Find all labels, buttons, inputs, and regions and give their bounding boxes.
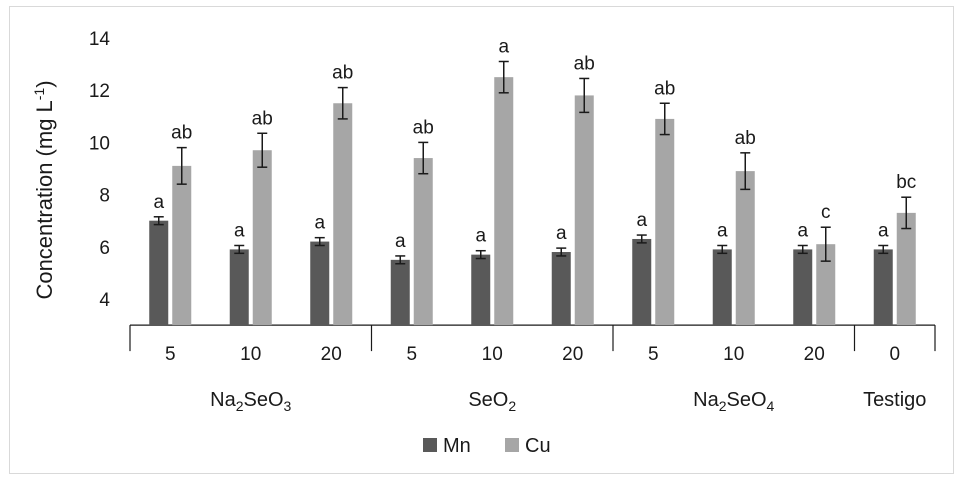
bar-mn	[149, 221, 168, 325]
significance-letter: a	[556, 223, 567, 244]
group-label: SeO2	[468, 389, 516, 414]
bar-cu	[736, 171, 755, 325]
category-label: 20	[321, 344, 342, 365]
significance-letter: a	[797, 220, 808, 241]
y-tick-label: 12	[89, 81, 110, 102]
bar-cu	[253, 150, 272, 325]
y-axis-title: Concentration (mg L-1)	[31, 80, 57, 299]
bar-cu	[575, 95, 594, 325]
category-label: 0	[889, 344, 900, 365]
bar-cu	[333, 103, 352, 325]
legend-label-mn: Mn	[443, 435, 471, 457]
bar-cu	[897, 213, 916, 325]
bar-cu	[655, 119, 674, 325]
group-label: Testigo	[863, 389, 926, 411]
y-tick-label: 14	[89, 29, 111, 50]
significance-letter: a	[717, 220, 728, 241]
bar-mn	[874, 249, 893, 325]
y-tick-label: 8	[99, 186, 110, 207]
group-label: Na2SeO3	[210, 389, 291, 414]
significance-letter: a	[878, 220, 889, 241]
group-label: Na2SeO4	[693, 389, 774, 414]
bar-mn	[310, 242, 329, 326]
significance-letter: ab	[654, 78, 675, 99]
bar-cu	[414, 158, 433, 325]
bar-mn	[391, 260, 410, 325]
significance-letter: bc	[896, 172, 916, 193]
bar-mn	[793, 249, 812, 325]
category-label: 5	[406, 344, 417, 365]
bar-mn	[471, 255, 490, 325]
bar-mn	[713, 249, 732, 325]
y-tick-label: 6	[99, 238, 110, 259]
bar-cu	[494, 77, 513, 325]
category-label: 5	[165, 344, 176, 365]
legend-swatch-mn	[423, 438, 437, 452]
category-label: 20	[562, 344, 583, 365]
legend-label-cu: Cu	[525, 435, 551, 457]
bar-mn	[632, 239, 651, 325]
category-label: 10	[723, 344, 744, 365]
category-label: 5	[648, 344, 659, 365]
category-label: 10	[240, 344, 261, 365]
significance-letter: a	[498, 36, 509, 57]
significance-letter: c	[821, 202, 831, 223]
significance-letter: ab	[574, 53, 595, 74]
significance-letter: ab	[171, 123, 192, 144]
significance-letter: a	[636, 210, 647, 231]
bar-mn	[552, 252, 571, 325]
significance-letter: a	[314, 213, 325, 234]
category-label: 10	[482, 344, 503, 365]
category-label: 20	[804, 344, 825, 365]
significance-letter: a	[153, 192, 164, 213]
significance-letter: ab	[252, 108, 273, 129]
significance-letter: a	[475, 226, 486, 247]
significance-letter: ab	[413, 117, 434, 138]
significance-letter: ab	[332, 63, 353, 84]
bar-mn	[230, 249, 249, 325]
bar-cu	[172, 166, 191, 325]
y-tick-label: 10	[89, 133, 110, 154]
significance-letter: a	[395, 231, 406, 252]
y-tick-label: 4	[99, 290, 110, 311]
significance-letter: a	[234, 220, 245, 241]
significance-letter: ab	[735, 128, 756, 149]
legend-swatch-cu	[505, 438, 519, 452]
